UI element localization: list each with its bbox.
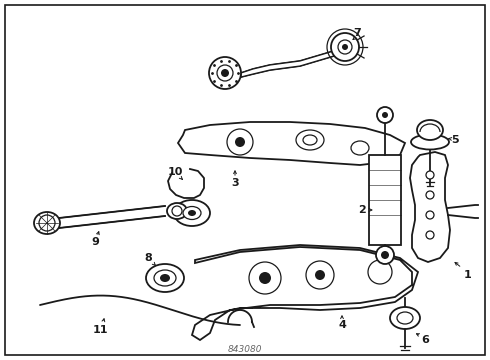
Ellipse shape [296,130,324,150]
Ellipse shape [411,135,449,149]
Circle shape [259,272,271,284]
Ellipse shape [174,200,210,226]
Bar [369,155,401,245]
Text: 3: 3 [231,178,239,188]
Text: 1: 1 [464,270,472,280]
Ellipse shape [183,207,201,220]
Text: 843080: 843080 [228,346,262,355]
Circle shape [377,107,393,123]
Ellipse shape [303,135,317,145]
Text: 5: 5 [451,135,459,145]
Circle shape [306,261,334,289]
Text: 6: 6 [421,335,429,345]
Polygon shape [178,122,405,165]
Circle shape [426,171,434,179]
Ellipse shape [34,212,60,234]
Circle shape [249,262,281,294]
Text: 4: 4 [338,320,346,330]
Polygon shape [241,50,337,77]
Polygon shape [59,206,165,228]
Circle shape [315,270,325,280]
Circle shape [376,246,394,264]
Circle shape [209,57,241,89]
Circle shape [227,129,253,155]
Circle shape [381,251,389,259]
Text: 9: 9 [91,237,99,247]
Text: 8: 8 [144,253,152,263]
Circle shape [39,215,55,231]
Circle shape [172,206,182,216]
Circle shape [382,112,388,118]
Text: 2: 2 [358,205,366,215]
Polygon shape [410,152,450,262]
Circle shape [221,69,229,77]
Circle shape [342,44,348,50]
Ellipse shape [154,270,176,286]
Circle shape [426,191,434,199]
Ellipse shape [160,274,170,282]
Circle shape [235,137,245,147]
Ellipse shape [417,120,443,140]
Circle shape [426,211,434,219]
Ellipse shape [167,203,187,219]
Ellipse shape [390,307,420,329]
Polygon shape [192,245,418,340]
Text: 7: 7 [353,28,361,38]
Text: 11: 11 [92,325,108,335]
Circle shape [331,33,359,61]
Ellipse shape [397,312,413,324]
Ellipse shape [351,141,369,155]
Text: 10: 10 [167,167,183,177]
Ellipse shape [146,264,184,292]
Ellipse shape [188,210,196,216]
Circle shape [426,231,434,239]
Circle shape [368,260,392,284]
